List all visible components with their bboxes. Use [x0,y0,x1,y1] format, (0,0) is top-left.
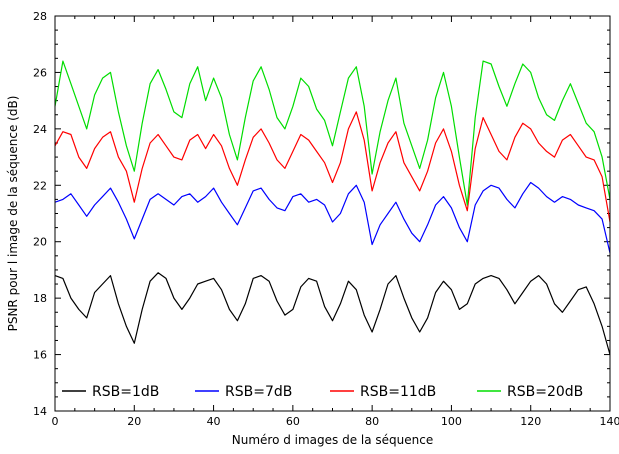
x-tick-label: 20 [127,415,141,428]
series-line-3 [54,111,611,223]
x-tick-label: 120 [520,415,541,428]
legend-label: RSB=1dB [92,384,159,400]
y-tick-label: 22 [33,179,47,192]
y-tick-label: 16 [33,349,47,362]
x-tick-label: 60 [286,415,300,428]
legend: RSB=1dB RSB=7dB RSB=11dB RSB=20dB [62,384,583,400]
y-axis-title: PSNR pour l image de la séquence (dB) [6,96,20,332]
series-layer [54,60,611,355]
y-tick-label: 24 [33,123,47,136]
x-tick-label: 80 [365,415,379,428]
y-tick-label: 20 [33,236,47,249]
y-tick-label: 28 [33,10,47,23]
x-tick-label: 0 [52,415,59,428]
series-line-4 [54,60,611,206]
legend-label: RSB=11dB [360,384,436,400]
legend-label: RSB=7dB [225,384,292,400]
x-axis-title: Numéro d images de la séquence [232,433,434,447]
legend-label: RSB=20dB [507,384,583,400]
y-tick-label: 14 [33,405,47,418]
x-tick-label: 40 [207,415,221,428]
x-tick-label: 100 [441,415,462,428]
y-tick-label: 26 [33,66,47,79]
series-line-1 [54,272,611,355]
series-line-2 [54,181,611,254]
plot-frame [54,15,611,412]
y-tick-label: 18 [33,292,47,305]
x-tick-label: 140 [600,415,619,428]
